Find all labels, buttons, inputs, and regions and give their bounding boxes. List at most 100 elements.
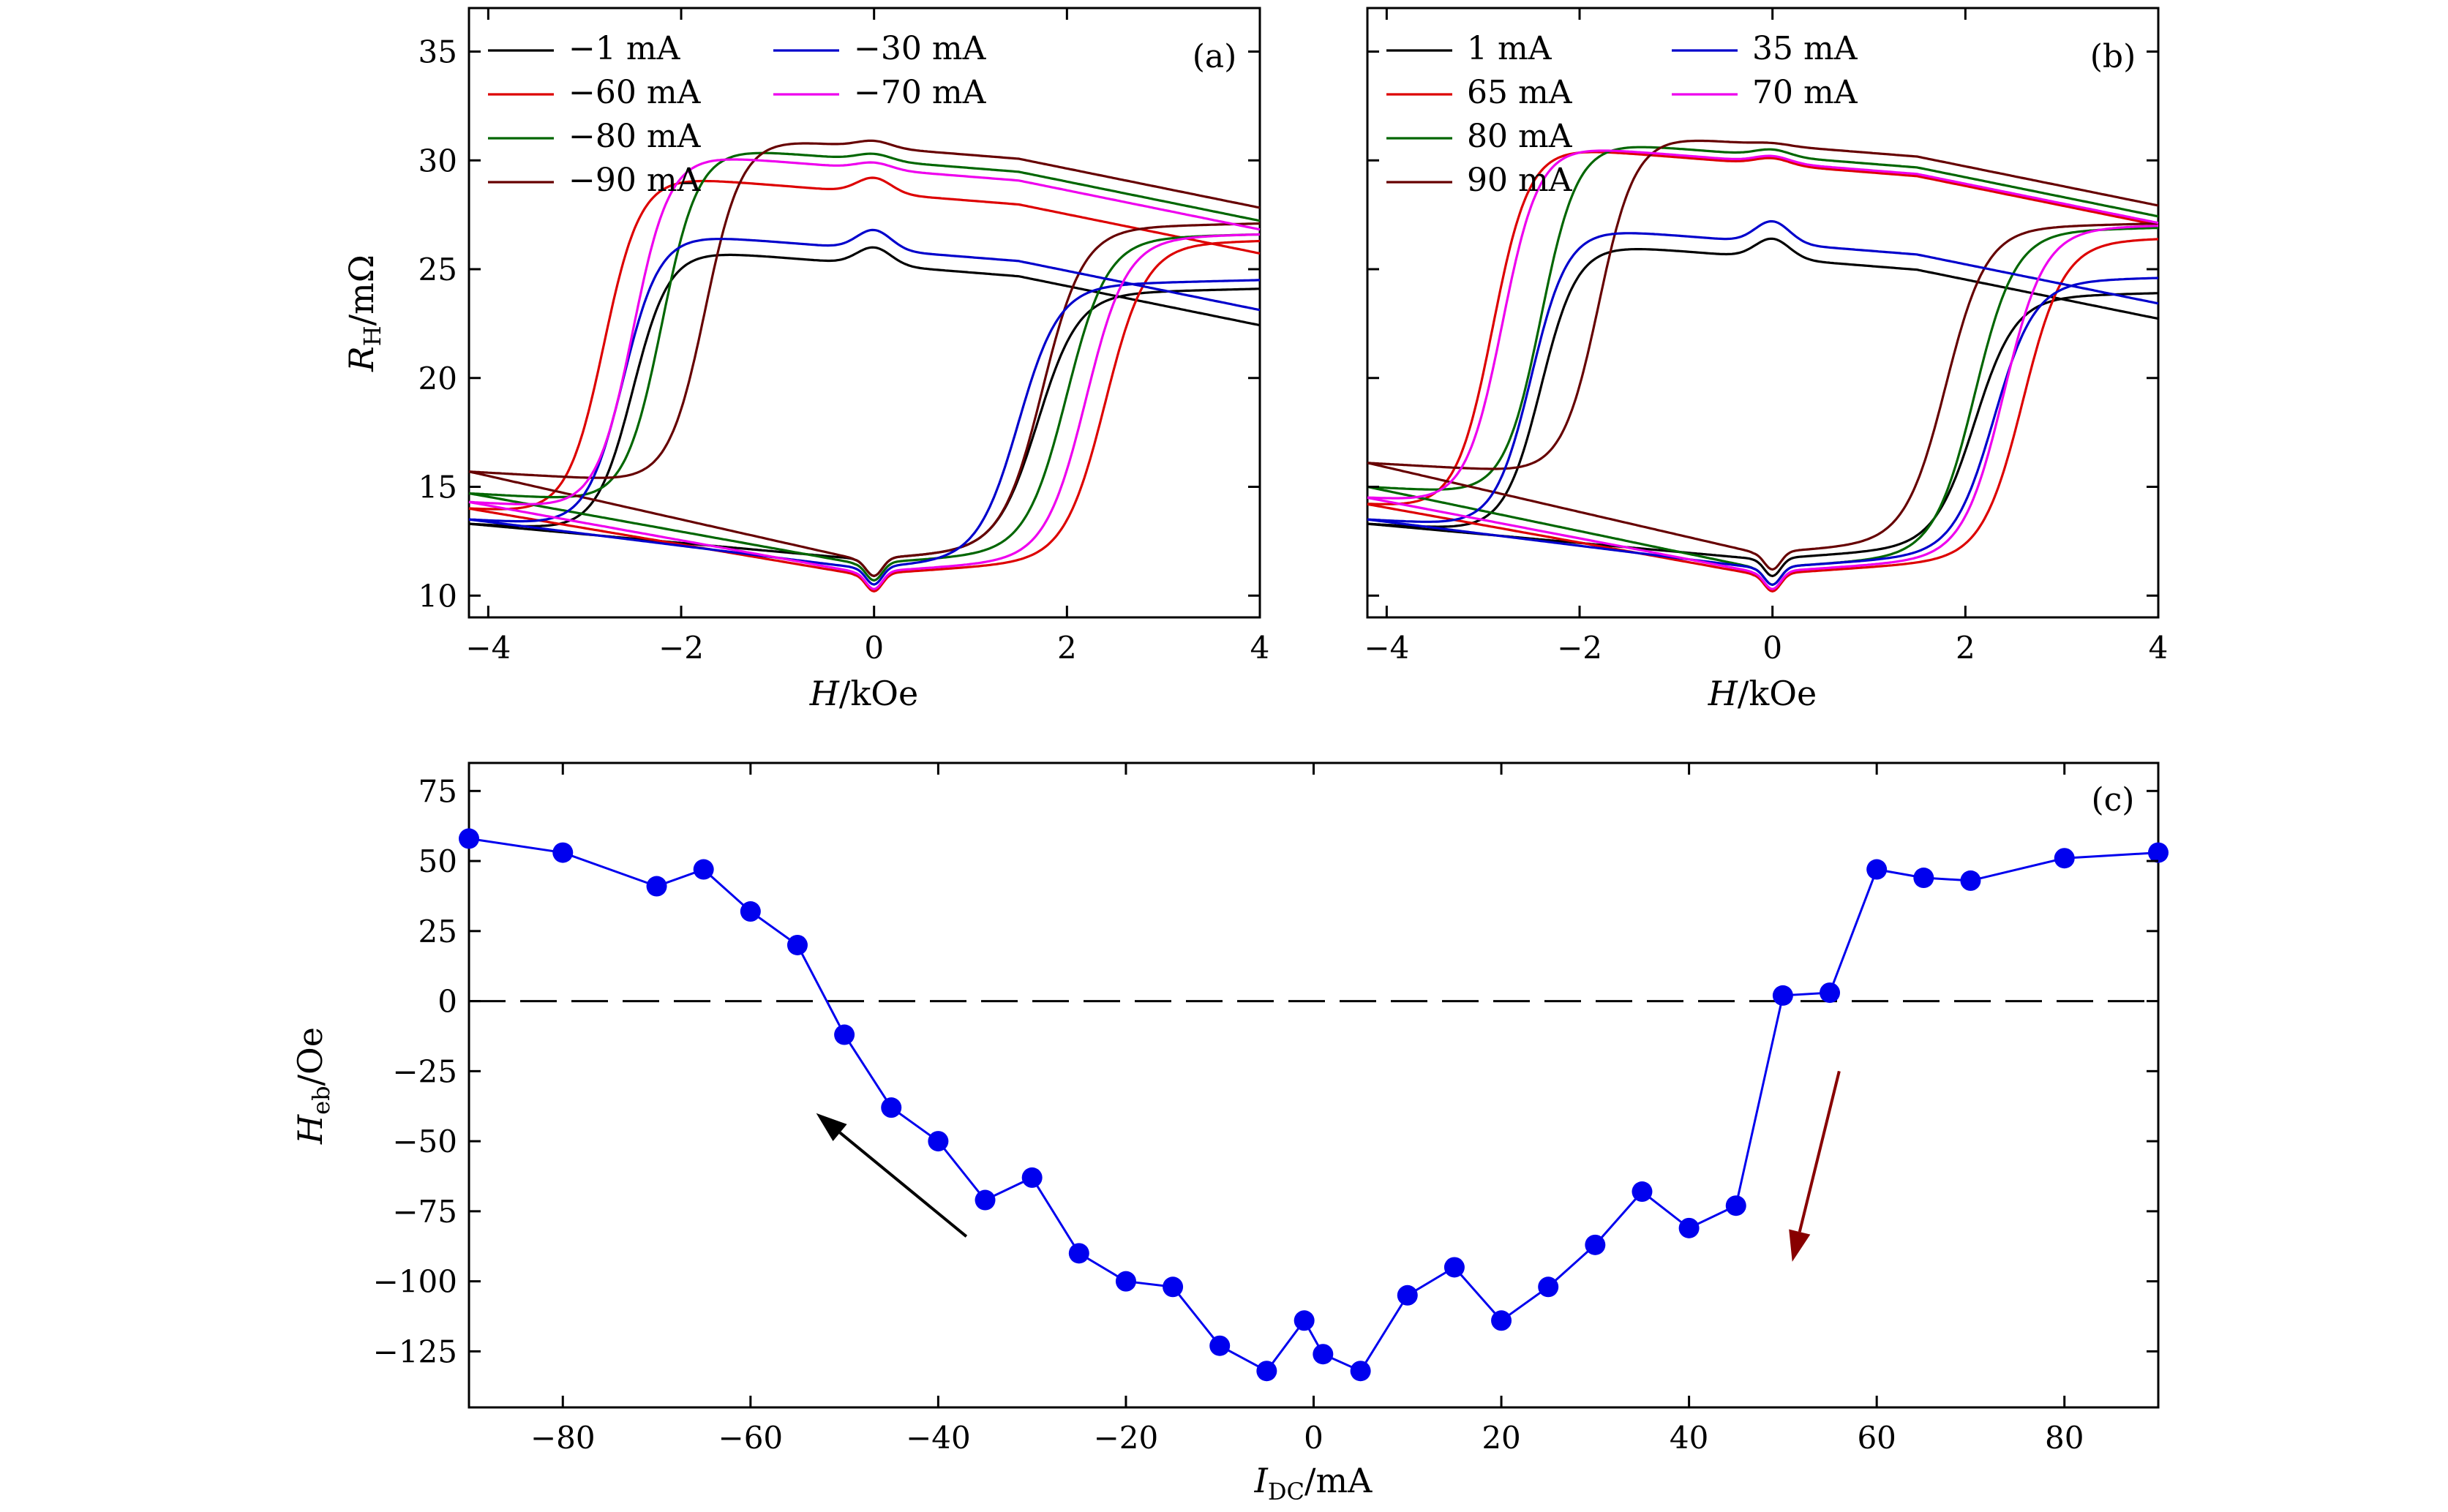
data-point	[2054, 848, 2075, 869]
data-point	[1585, 1234, 1606, 1255]
legend-label: −80 mA	[568, 118, 702, 155]
data-point	[1021, 1167, 1043, 1188]
panel-b-ticks: −4 −2 0 2 4	[1364, 8, 2168, 666]
panel-b-frame	[1366, 7, 2160, 619]
data-point	[2148, 842, 2169, 863]
legend-label: 70 mA	[1752, 74, 1858, 111]
data-point	[928, 1131, 949, 1152]
data-point	[1443, 1257, 1465, 1278]
legend-label: −1 mA	[568, 30, 681, 67]
series-line-2-branch-0	[468, 233, 1261, 582]
legend-label: −60 mA	[568, 74, 702, 111]
arrow-head-1	[1789, 1229, 1811, 1262]
data-point	[1538, 1276, 1559, 1298]
x-tick-label: 4	[2149, 630, 2169, 666]
data-point	[975, 1189, 996, 1211]
x-tick-label: 2	[1057, 630, 1077, 666]
data-point	[693, 859, 714, 880]
data-point	[1772, 985, 1793, 1006]
x-tick-label: 2	[1956, 630, 1975, 666]
series-line-4-branch-1	[468, 228, 1261, 523]
panel-b-legend: 1 mA 65 mA 80 mA 90 mA 35 mA 70 mA	[1386, 30, 1858, 199]
panel-a-curves	[468, 139, 1261, 593]
y-tick-label: −100	[373, 1264, 457, 1300]
panel-c-ticks: −80 −60 −40 −20 0 20 40 60 80 75 50 25 0 −25 −50 −75 −10…	[373, 763, 2158, 1456]
y-tick-label: −125	[373, 1334, 457, 1369]
series-line-1-branch-1	[468, 176, 1261, 511]
series-line-3-branch-0	[1367, 222, 2159, 571]
series-line-0-branch-0	[468, 287, 1260, 578]
y-tick-label: 25	[418, 252, 457, 287]
data-point	[1163, 1276, 1184, 1298]
panel-b-x-axis-title: H/kOe	[1708, 674, 1817, 713]
data-point	[1397, 1285, 1418, 1306]
legend-label: −90 mA	[568, 162, 702, 199]
legend-label: 90 mA	[1467, 162, 1573, 199]
panel-c-frame	[468, 761, 2160, 1409]
data-point	[834, 1024, 855, 1045]
series-line-4-branch-1	[1367, 219, 2159, 523]
data-point	[1960, 870, 1981, 891]
panel-b-label: (b)	[2090, 38, 2136, 75]
y-tick-label: 50	[418, 843, 457, 879]
x-tick-label: −20	[1094, 1420, 1159, 1456]
data-point	[740, 901, 761, 922]
panel-a-legend: −1 mA −60 mA −80 mA −90 mA −30 mA −70 mA	[488, 30, 987, 199]
x-tick-label: −4	[1364, 630, 1409, 666]
panel-b: −4 −2 0 2 4 1 mA 65 mA 80 mA 90 mA 35 mA 70 mA (b…	[1364, 7, 2168, 713]
x-tick-label: −80	[530, 1420, 596, 1456]
data-point	[1632, 1181, 1653, 1203]
panel-c-arrows	[816, 1070, 1841, 1262]
data-point	[1725, 1195, 1746, 1216]
series-line-4-branch-0	[468, 279, 1260, 586]
data-point	[459, 828, 479, 849]
x-tick-label: −4	[465, 630, 511, 666]
x-tick-label: 40	[1670, 1420, 1708, 1456]
panel-a-label: (a)	[1193, 38, 1237, 75]
data-point	[881, 1097, 902, 1118]
panel-c-series	[468, 837, 2159, 1373]
data-point	[1068, 1243, 1089, 1264]
data-point	[1491, 1310, 1512, 1331]
y-tick-label: −25	[392, 1053, 457, 1089]
y-tick-label: 35	[418, 34, 457, 70]
series-line-5-branch-0	[468, 233, 1261, 590]
data-point	[1209, 1335, 1231, 1356]
panel-a-y-axis-title: RH/mΩ	[342, 255, 386, 372]
panel-b-curves	[1367, 139, 2159, 593]
series-line-3-branch-0	[468, 222, 1261, 578]
legend-label: 35 mA	[1752, 30, 1858, 67]
data-point	[1350, 1361, 1371, 1382]
series-line-5-branch-1	[468, 158, 1261, 505]
panel-c-y-axis-title: Heb/Oe	[290, 1027, 335, 1145]
data-point	[1294, 1310, 1315, 1331]
series-line-3-branch-1	[468, 139, 1261, 479]
heb-series-line	[468, 837, 2159, 1373]
y-tick-label: 20	[418, 361, 457, 396]
series-line-1-branch-0	[468, 239, 1261, 593]
data-point	[552, 842, 574, 863]
panel-c-points	[459, 828, 2169, 1382]
data-point	[1115, 1271, 1136, 1292]
panel-a: −4 −2 0 2 4 10 15 20 25 30 35 −1 mA −60 mA −80 mA −90…	[342, 7, 1269, 713]
data-point	[1678, 1217, 1700, 1238]
data-point	[646, 876, 667, 897]
panel-a-frame	[468, 7, 1261, 619]
panel-c: −80 −60 −40 −20 0 20 40 60 80 75 50 25 0 −25 −50 −75 −10…	[290, 761, 2169, 1505]
x-tick-label: 0	[1304, 1420, 1324, 1456]
series-line-4-branch-0	[1367, 277, 2159, 587]
series-line-2-branch-1	[468, 151, 1261, 499]
x-tick-label: −2	[1557, 630, 1602, 666]
legend-label: 1 mA	[1467, 30, 1552, 67]
arrow-shaft-1	[1798, 1070, 1841, 1233]
y-tick-label: −50	[392, 1124, 457, 1159]
y-tick-label: 0	[438, 984, 457, 1020]
panel-a-ticks: −4 −2 0 2 4 10 15 20 25 30 35	[418, 8, 1269, 666]
y-tick-label: 30	[418, 143, 457, 178]
y-tick-label: 75	[418, 773, 457, 809]
data-point	[1256, 1361, 1277, 1382]
data-point	[1913, 868, 1934, 889]
x-tick-label: 20	[1482, 1420, 1520, 1456]
panel-c-label: (c)	[2092, 781, 2135, 819]
x-tick-label: 60	[1857, 1420, 1896, 1456]
